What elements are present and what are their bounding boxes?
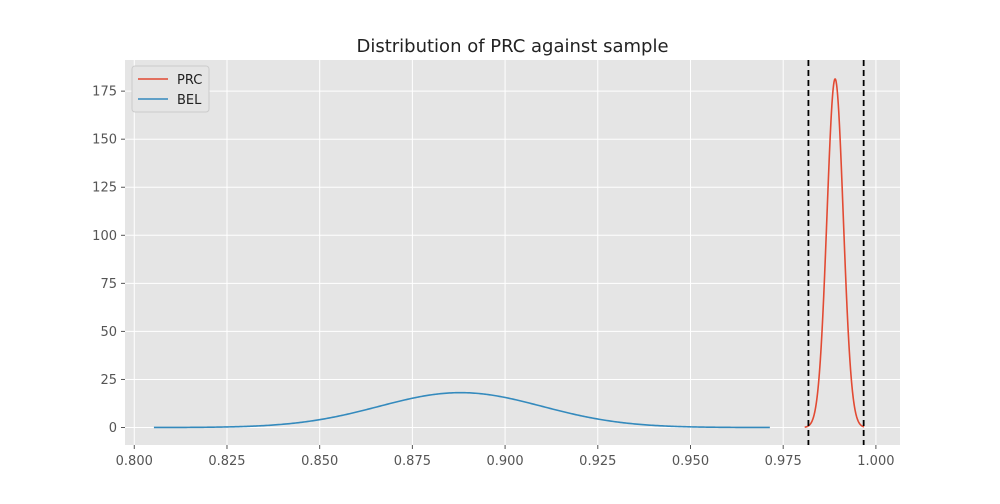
y-tick-label: 50 [100,325,117,340]
x-tick-label: 0.900 [486,454,523,469]
legend: PRC BEL [131,65,210,113]
x-tick-label: 0.950 [672,454,709,469]
series-line-bel [153,391,770,429]
reference-lines [807,60,865,445]
x-tick-label: 0.825 [208,454,245,469]
legend-box [131,65,210,113]
y-tick-label: 0 [109,421,117,436]
series-line-prc [804,78,865,428]
x-tick-label: 0.975 [765,454,802,469]
x-tick-label: 0.850 [301,454,338,469]
y-tick-label: 125 [92,181,117,196]
y-tick-label: 150 [92,133,117,148]
x-tick-label: 1.000 [857,454,894,469]
y-axis-ticks: 0 25 50 75 100 125 150 175 [92,85,125,436]
plot-background [125,60,900,445]
grid-lines [125,60,900,445]
legend-label-bel: BEL [177,93,202,108]
y-tick-label: 100 [92,229,117,244]
x-tick-label: 0.800 [116,454,153,469]
y-tick-label: 75 [100,277,117,292]
y-tick-label: 175 [92,85,117,100]
series-lines [153,78,865,429]
x-axis-ticks: 0.800 0.825 0.850 0.875 0.900 0.925 0.950 0.975… [116,445,895,469]
x-tick-label: 0.925 [579,454,616,469]
y-tick-label: 25 [100,373,117,388]
legend-label-prc: PRC [177,73,202,88]
x-tick-label: 0.875 [394,454,431,469]
chart-title: Distribution of PRC against sample [356,36,668,57]
